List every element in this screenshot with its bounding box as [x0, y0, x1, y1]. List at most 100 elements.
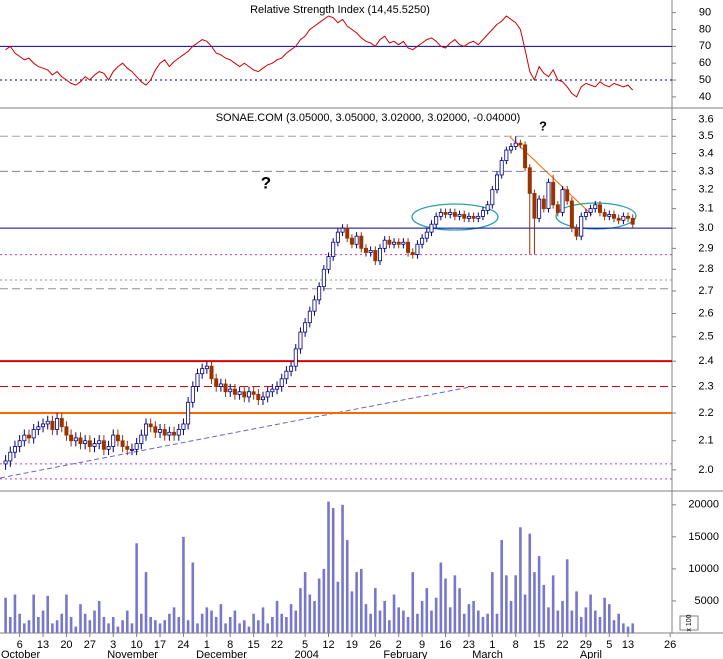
volume-bar: [79, 604, 82, 633]
y-tick-label: 20000: [688, 499, 719, 511]
volume-bar: [430, 610, 433, 633]
candle-body: [612, 214, 617, 219]
volume-bar: [608, 604, 611, 633]
y-tick-label: 90: [699, 7, 711, 19]
candle-body: [607, 214, 612, 217]
volume-bar: [74, 626, 78, 633]
volume-bar: [121, 620, 124, 633]
month-label: December: [196, 649, 247, 659]
candle-body: [186, 401, 191, 425]
x-tick-label: 24: [177, 639, 189, 651]
volume-bar: [486, 613, 489, 633]
candle-body: [415, 243, 420, 255]
volume-bar: [214, 616, 218, 633]
indicator-line: [5, 15, 634, 98]
volume-bar: [200, 613, 204, 633]
volume-bar: [439, 562, 443, 633]
x-tick-label: 19: [346, 639, 358, 651]
candle-body: [120, 440, 125, 447]
x-tick-label: 10: [131, 639, 143, 651]
candle-body: [134, 443, 139, 450]
volume-bar: [275, 600, 279, 633]
candle-body: [167, 431, 172, 436]
candle-body: [373, 250, 378, 262]
volume-bar: [46, 595, 50, 633]
x-tick-label: 26: [664, 639, 676, 651]
volume-bar: [547, 607, 550, 633]
candle-body: [626, 215, 631, 219]
volume-bar: [65, 594, 68, 633]
candle-body: [176, 429, 181, 436]
annotation: ?: [539, 118, 547, 133]
candle-body: [64, 426, 69, 436]
candle-body: [50, 420, 55, 430]
candle-body: [527, 167, 532, 194]
volume-bar: [584, 607, 588, 633]
x-tick-label: 13: [622, 639, 634, 651]
volume-bar: [228, 616, 232, 633]
volume-bar: [252, 613, 255, 633]
x-tick-label: 12: [322, 639, 334, 651]
volume-bar: [603, 597, 606, 633]
volume-bar: [182, 536, 185, 633]
volume-bar: [247, 626, 251, 633]
volume-bar: [593, 610, 597, 633]
volume-bar: [406, 616, 410, 633]
candle-body: [345, 227, 350, 239]
month-label: March: [472, 649, 503, 659]
candle-body: [111, 434, 116, 447]
volume-bar: [378, 610, 382, 633]
candle-body: [26, 434, 31, 439]
y-tick-label: 2.4: [698, 355, 713, 367]
candle-body: [537, 198, 542, 219]
candle-body: [270, 388, 275, 393]
candle-body: [289, 365, 294, 372]
candle-body: [298, 331, 303, 350]
y-tick-label: 3.0: [698, 222, 713, 234]
candle-body: [509, 146, 514, 151]
candle-body: [368, 250, 373, 253]
volume-bar: [570, 610, 574, 633]
candle-body: [209, 365, 214, 380]
volume-bar: [364, 604, 368, 633]
x-tick-label: 26: [369, 639, 381, 651]
x-tick-label: 6: [17, 639, 23, 651]
candle-body: [293, 348, 298, 367]
volume-bar: [458, 588, 461, 633]
candle-body: [143, 423, 148, 436]
candle-body: [392, 241, 397, 245]
volume-bar: [462, 613, 466, 633]
y-tick-label: 2.8: [698, 263, 713, 275]
volume-bar: [331, 508, 335, 633]
volume-bar: [528, 533, 532, 633]
volume-bar: [41, 610, 45, 633]
candle-body: [284, 370, 289, 380]
volume-bar: [444, 578, 447, 633]
volume-bar: [111, 616, 115, 633]
volume-bar: [448, 607, 452, 633]
volume-bar: [196, 623, 199, 633]
candle-body: [83, 440, 88, 445]
volume-bar: [345, 540, 349, 633]
volume-bar: [472, 600, 475, 633]
volume-bar: [233, 610, 237, 633]
y-tick-label: 2.3: [698, 380, 713, 392]
x-tick-label: 17: [154, 639, 166, 651]
candle-body: [387, 239, 392, 245]
candle-body: [457, 214, 462, 217]
volume-unit: x 100: [686, 614, 693, 631]
volume-bar: [509, 600, 513, 633]
candle-body: [452, 212, 457, 217]
x-tick-label: 27: [84, 639, 96, 651]
y-tick-label: 3.5: [698, 130, 713, 142]
candle-body: [87, 440, 92, 447]
candle-body: [106, 446, 111, 450]
candle-body: [31, 429, 36, 439]
y-tick-label: 3.1: [698, 203, 713, 215]
candle-body: [181, 423, 186, 430]
candle-body: [158, 429, 163, 433]
unit-box: [679, 615, 699, 631]
volume-bar: [83, 613, 87, 633]
